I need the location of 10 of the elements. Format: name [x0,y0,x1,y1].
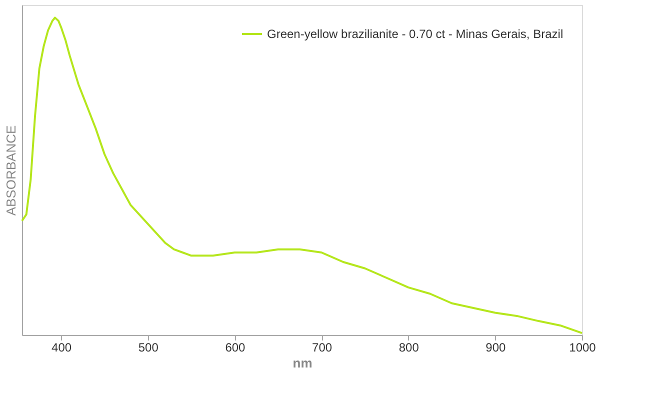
x-tick-label: 500 [138,340,159,354]
x-tick-label: 800 [398,340,420,354]
y-axis-title: ABSORBANCE [4,125,18,216]
x-tick-label: 1000 [569,340,596,354]
x-tick-label: 900 [486,340,506,354]
x-axis-title: nm [292,356,312,370]
x-tick-label: 400 [52,340,72,354]
x-tick-label: 600 [225,340,246,354]
x-tick-label: 700 [312,340,332,354]
legend-label: Green-yellow brazilianite - 0.70 ct - Minas Gerais, Brazil [267,27,564,41]
